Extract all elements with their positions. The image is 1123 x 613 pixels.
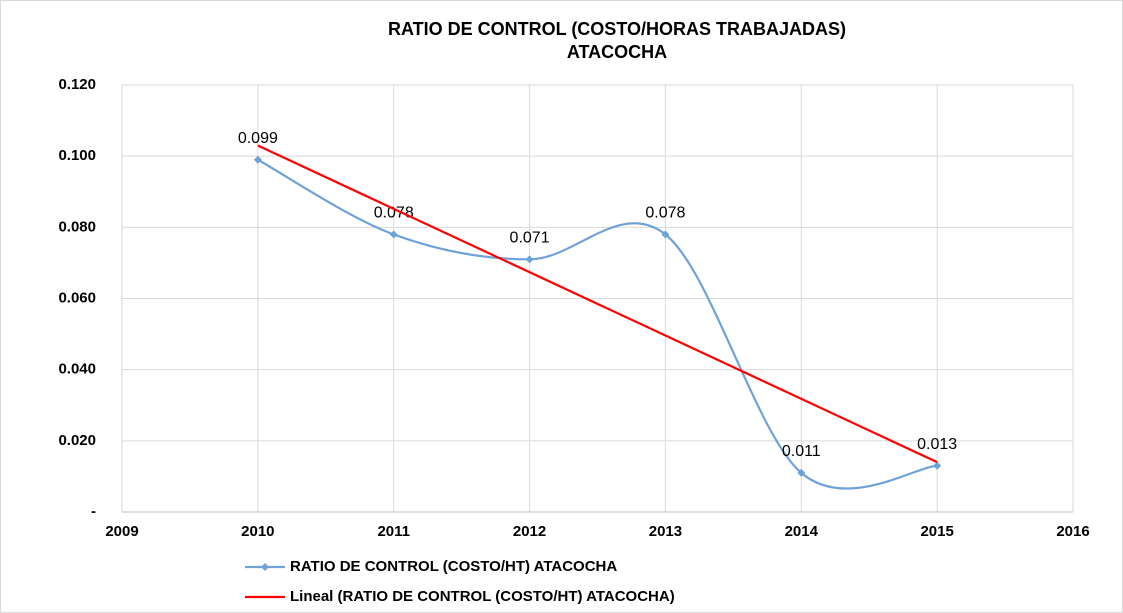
y-tick-label: -	[91, 503, 96, 520]
x-tick-label: 2010	[241, 523, 274, 540]
data-point	[253, 155, 262, 164]
data-label: 0.011	[782, 443, 821, 460]
chart-title: RATIO DE CONTROL (COSTO/HORAS TRABAJADAS…	[388, 19, 846, 39]
legend-label: RATIO DE CONTROL (COSTO/HT) ATACOCHA	[290, 558, 617, 575]
legend-label: Lineal (RATIO DE CONTROL (COSTO/HT) ATAC…	[290, 588, 675, 605]
y-tick-label: 0.020	[58, 432, 96, 449]
chart-subtitle: ATACOCHA	[567, 42, 667, 62]
y-tick-label: 0.120	[58, 76, 96, 93]
data-label: 0.078	[374, 205, 414, 222]
y-tick-label: 0.040	[58, 361, 96, 378]
y-tick-label: 0.080	[58, 218, 96, 235]
series-line	[257, 144, 938, 464]
data-point	[933, 461, 942, 470]
data-label: 0.071	[510, 230, 550, 247]
x-tick-label: 2013	[649, 523, 682, 540]
x-tick-label: 2014	[785, 523, 819, 540]
legend-marker	[261, 563, 269, 571]
data-label: 0.099	[238, 130, 278, 147]
x-tick-label: 2015	[920, 523, 953, 540]
data-point	[661, 230, 670, 239]
y-tick-label: 0.060	[58, 289, 96, 306]
x-tick-label: 2009	[105, 523, 138, 540]
series-line	[257, 158, 938, 490]
data-label: 0.013	[917, 436, 957, 453]
x-tick-label: 2016	[1056, 523, 1089, 540]
y-tick-label: 0.100	[58, 147, 96, 164]
x-tick-label: 2011	[377, 523, 410, 540]
data-point	[797, 468, 806, 477]
x-tick-label: 2012	[513, 523, 546, 540]
data-label: 0.078	[645, 205, 685, 222]
data-point	[525, 255, 534, 264]
data-point	[389, 230, 398, 239]
